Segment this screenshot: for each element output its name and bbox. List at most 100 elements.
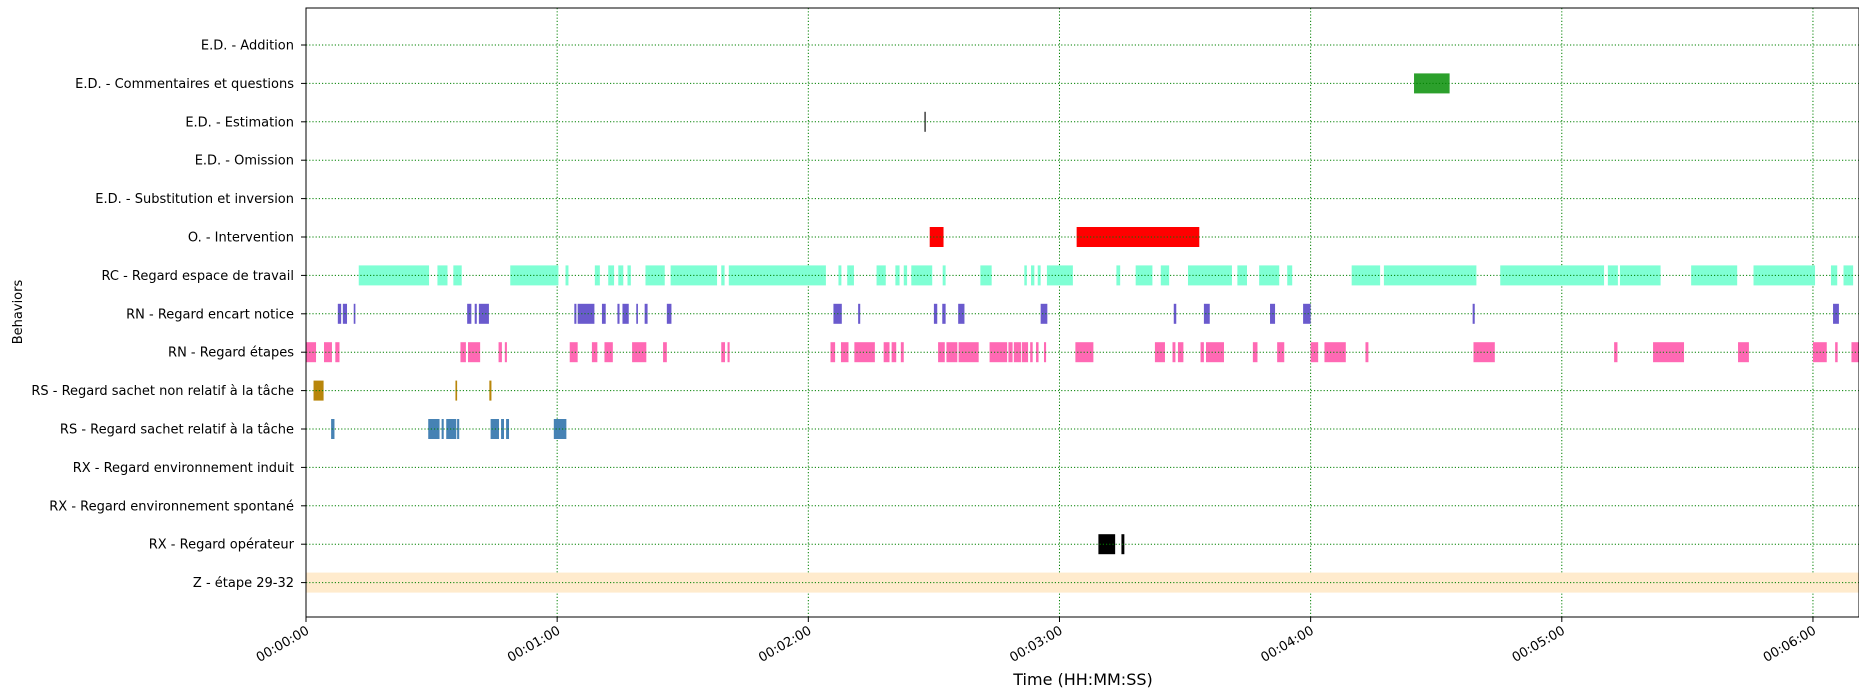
behavior-bar xyxy=(854,342,875,363)
behavior-bar xyxy=(1619,265,1661,286)
behavior-bar xyxy=(1500,265,1605,286)
behavior-bar xyxy=(1753,265,1816,286)
y-tick-label: Z - étape 29-32 xyxy=(193,576,294,591)
behavior-bar xyxy=(883,342,890,363)
behavior-bar xyxy=(617,303,620,324)
behavior-bar xyxy=(437,265,448,286)
behavior-bar xyxy=(604,342,613,363)
behavior-bar xyxy=(946,342,958,363)
behavior-bar xyxy=(1043,342,1047,363)
behavior-bar xyxy=(858,303,861,324)
behavior-bar xyxy=(1365,342,1369,363)
behavior-bar xyxy=(1830,265,1838,286)
behavior-bar xyxy=(1040,303,1048,324)
behavior-bar xyxy=(337,303,342,324)
behavior-bar xyxy=(1076,227,1200,247)
behavior-bar xyxy=(636,303,638,324)
behavior-bar xyxy=(1154,342,1165,363)
behavior-bar xyxy=(891,342,897,363)
behavior-bar xyxy=(1160,265,1170,286)
behavior-bar xyxy=(1046,265,1073,286)
behavior-bar xyxy=(1324,342,1346,363)
behavior-bar xyxy=(455,380,458,401)
behavior-bar xyxy=(1187,265,1232,286)
y-tick-label: RN - Regard encart notice xyxy=(126,307,294,322)
x-axis-label: Time (HH:MM:SS) xyxy=(1012,670,1153,689)
behavior-bar xyxy=(490,419,499,439)
behavior-bar xyxy=(1653,342,1685,363)
y-tick-label: RX - Regard opérateur xyxy=(149,538,295,553)
y-axis-label: Behaviors xyxy=(11,280,26,345)
behavior-bar xyxy=(428,419,440,439)
behavior-bar xyxy=(446,419,457,439)
row-grid-layer xyxy=(306,44,1859,584)
behavior-bar xyxy=(457,419,460,439)
behavior-bar xyxy=(1024,265,1027,286)
behavior-bar xyxy=(1303,303,1311,324)
behavior-bar xyxy=(938,342,945,363)
behavior-bar xyxy=(980,265,992,286)
behavior-bar xyxy=(942,265,946,286)
behavior-bar xyxy=(1414,73,1450,94)
behavior-bar xyxy=(895,265,900,286)
behavior-bar xyxy=(478,303,489,324)
behavior-bar xyxy=(1030,342,1033,363)
x-tick-label: 00:03:00 xyxy=(1007,623,1065,665)
x-tick-label: 00:05:00 xyxy=(1510,623,1568,665)
behavior-bar xyxy=(1259,265,1280,286)
behavior-bar xyxy=(441,419,444,439)
x-tick-label: 00:02:00 xyxy=(756,623,814,665)
y-tick-label: E.D. - Estimation xyxy=(185,115,294,130)
behavior-bar xyxy=(1252,342,1258,363)
behavior-bar xyxy=(553,419,567,439)
behavior-bar xyxy=(958,303,965,324)
y-tick-layer: E.D. - Addition E.D. - Commentaires et qu… xyxy=(31,39,306,591)
behavior-bar xyxy=(358,265,430,286)
behavior-bar xyxy=(1116,265,1121,286)
behavior-bar xyxy=(830,342,836,363)
behavior-bar xyxy=(627,265,631,286)
y-tick-label: RC - Regard espace de travail xyxy=(101,269,294,284)
y-tick-label: RS - Regard sachet relatif à la tâche xyxy=(60,423,294,438)
behavior-bar xyxy=(1036,342,1039,363)
behavior-bar xyxy=(924,111,926,132)
behavior-bar xyxy=(1203,303,1210,324)
x-tick-layer: 00:00:00 00:01:00 00:02:00 00:03:00 00:04:00… xyxy=(254,617,1819,666)
behavior-bar xyxy=(467,342,481,363)
behavior-bar xyxy=(569,342,578,363)
behavior-bar xyxy=(1135,265,1153,286)
behavior-bar xyxy=(501,419,504,439)
behavior-bar xyxy=(1237,265,1248,286)
grid-layer xyxy=(305,8,1814,617)
behavior-bar xyxy=(504,342,507,363)
behavior-bar xyxy=(306,572,1859,593)
behavior-bar xyxy=(498,342,502,363)
y-tick-label: RN - Regard étapes xyxy=(168,346,294,361)
behavior-bar xyxy=(323,342,332,363)
behavior-bar xyxy=(1173,303,1177,324)
x-tick-label: 00:06:00 xyxy=(1761,623,1819,665)
y-tick-label: RS - Regard sachet non relatif à la tâch… xyxy=(31,384,294,399)
behavior-bar xyxy=(933,303,938,324)
y-tick-label: E.D. - Addition xyxy=(201,39,294,54)
x-tick-label: 00:01:00 xyxy=(505,623,563,665)
behavior-bar xyxy=(506,419,510,439)
behavior-bar xyxy=(911,265,933,286)
behavior-bar xyxy=(666,303,672,324)
behavior-bar xyxy=(1287,265,1293,286)
behavior-bar xyxy=(335,342,340,363)
behavior-bar xyxy=(565,265,569,286)
x-tick-label: 00:04:00 xyxy=(1259,623,1317,665)
behavior-bar xyxy=(1607,265,1618,286)
y-tick-label: E.D. - Omission xyxy=(195,154,294,169)
y-tick-label: E.D. - Substitution et inversion xyxy=(95,192,294,207)
x-tick-label: 00:00:00 xyxy=(254,623,312,665)
y-tick-label: RX - Regard environnement spontané xyxy=(49,499,294,514)
y-tick-label: O. - Intervention xyxy=(188,231,294,246)
behavior-bar xyxy=(1843,265,1854,286)
behavior-bar xyxy=(622,303,629,324)
plot-frame xyxy=(305,7,1859,618)
y-tick-label: RX - Regard environnement induit xyxy=(73,461,294,476)
bars-layer xyxy=(306,73,1859,593)
